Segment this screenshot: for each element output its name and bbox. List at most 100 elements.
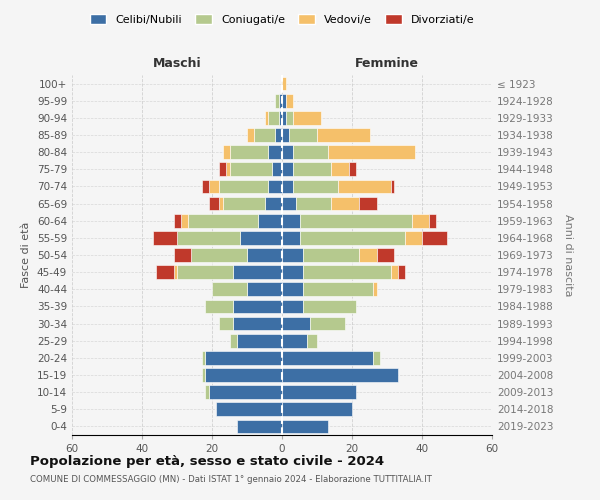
Bar: [209, 196, 219, 210]
Bar: [247, 282, 282, 296]
Bar: [398, 266, 404, 279]
Bar: [219, 196, 223, 210]
Bar: [282, 94, 286, 108]
Bar: [282, 162, 293, 176]
Bar: [429, 214, 436, 228]
Bar: [209, 180, 219, 194]
Bar: [205, 368, 282, 382]
Bar: [282, 146, 293, 159]
Text: Maschi: Maschi: [152, 57, 202, 70]
Bar: [268, 180, 282, 194]
Legend: Celibi/Nubili, Coniugati/e, Vedovi/e, Divorziati/e: Celibi/Nubili, Coniugati/e, Vedovi/e, Di…: [86, 10, 478, 28]
Bar: [373, 351, 380, 364]
Bar: [226, 162, 229, 176]
Bar: [275, 94, 278, 108]
Bar: [187, 214, 257, 228]
Bar: [293, 180, 338, 194]
Bar: [289, 128, 317, 142]
Bar: [271, 162, 282, 176]
Bar: [191, 248, 247, 262]
Bar: [412, 214, 429, 228]
Bar: [282, 402, 352, 416]
Bar: [282, 282, 303, 296]
Bar: [349, 162, 355, 176]
Bar: [219, 316, 233, 330]
Bar: [219, 180, 268, 194]
Bar: [247, 128, 254, 142]
Bar: [202, 368, 205, 382]
Bar: [268, 111, 278, 124]
Bar: [282, 111, 286, 124]
Bar: [202, 351, 205, 364]
Bar: [303, 282, 373, 296]
Bar: [240, 231, 282, 244]
Bar: [282, 300, 303, 314]
Bar: [254, 128, 275, 142]
Bar: [236, 334, 282, 347]
Text: COMUNE DI COMMESSAGGIO (MN) - Dati ISTAT 1° gennaio 2024 - Elaborazione TUTTITAL: COMUNE DI COMMESSAGGIO (MN) - Dati ISTAT…: [30, 475, 432, 484]
Bar: [282, 128, 289, 142]
Bar: [331, 162, 349, 176]
Bar: [422, 231, 446, 244]
Bar: [173, 266, 177, 279]
Bar: [233, 266, 282, 279]
Bar: [219, 162, 226, 176]
Bar: [282, 196, 296, 210]
Bar: [282, 76, 286, 90]
Y-axis label: Fasce di età: Fasce di età: [22, 222, 31, 288]
Bar: [373, 282, 377, 296]
Bar: [229, 162, 271, 176]
Bar: [404, 231, 422, 244]
Bar: [282, 231, 299, 244]
Bar: [223, 146, 229, 159]
Bar: [282, 368, 398, 382]
Bar: [205, 386, 209, 399]
Bar: [293, 146, 328, 159]
Bar: [391, 180, 394, 194]
Bar: [286, 111, 293, 124]
Bar: [229, 146, 268, 159]
Y-axis label: Anni di nascita: Anni di nascita: [563, 214, 573, 296]
Bar: [205, 300, 233, 314]
Bar: [303, 266, 391, 279]
Bar: [282, 420, 328, 434]
Bar: [233, 300, 282, 314]
Bar: [181, 214, 187, 228]
Bar: [177, 266, 233, 279]
Bar: [205, 351, 282, 364]
Bar: [265, 196, 282, 210]
Bar: [359, 248, 377, 262]
Bar: [152, 231, 177, 244]
Bar: [359, 196, 377, 210]
Bar: [229, 334, 236, 347]
Bar: [173, 214, 181, 228]
Bar: [282, 266, 303, 279]
Bar: [282, 334, 307, 347]
Bar: [282, 214, 299, 228]
Bar: [275, 128, 282, 142]
Bar: [156, 266, 173, 279]
Bar: [282, 351, 373, 364]
Bar: [236, 420, 282, 434]
Bar: [268, 146, 282, 159]
Bar: [202, 180, 209, 194]
Bar: [338, 180, 391, 194]
Bar: [282, 180, 293, 194]
Bar: [307, 334, 317, 347]
Text: Femmine: Femmine: [355, 57, 419, 70]
Bar: [233, 316, 282, 330]
Bar: [293, 162, 331, 176]
Bar: [299, 231, 404, 244]
Bar: [303, 300, 355, 314]
Bar: [299, 214, 412, 228]
Bar: [377, 248, 394, 262]
Bar: [247, 248, 282, 262]
Bar: [310, 316, 345, 330]
Bar: [296, 196, 331, 210]
Bar: [391, 266, 398, 279]
Bar: [209, 386, 282, 399]
Text: Popolazione per età, sesso e stato civile - 2024: Popolazione per età, sesso e stato civil…: [30, 455, 384, 468]
Bar: [331, 196, 359, 210]
Bar: [282, 386, 355, 399]
Bar: [278, 111, 282, 124]
